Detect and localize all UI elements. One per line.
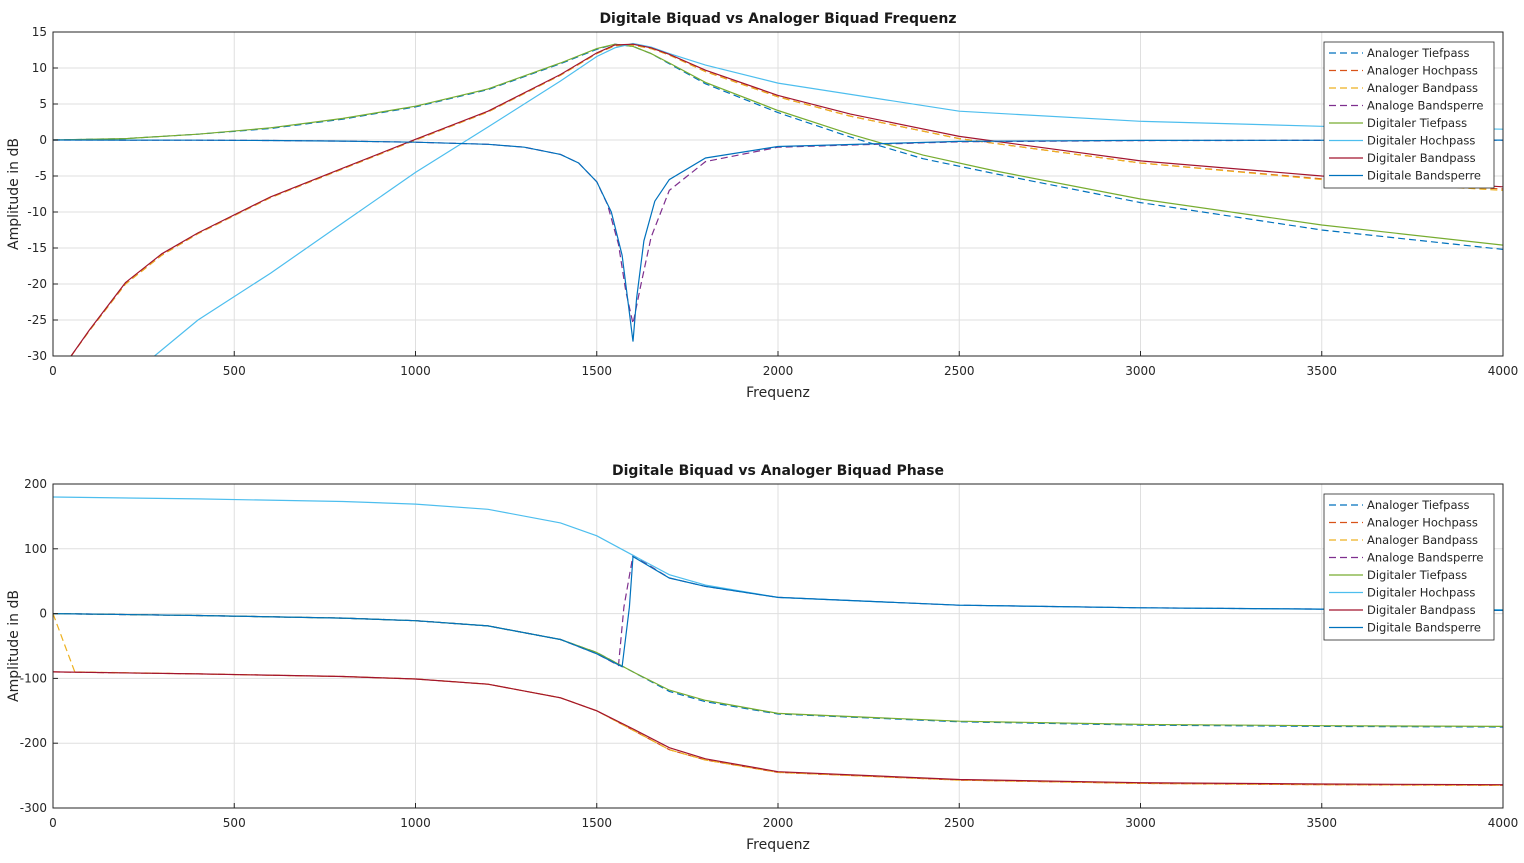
y-tick-label: -5 xyxy=(35,169,47,183)
y-tick-label: 200 xyxy=(24,477,47,491)
y-tick-label: 100 xyxy=(24,542,47,556)
x-tick-label: 0 xyxy=(49,364,57,378)
x-tick-label: 0 xyxy=(49,816,57,830)
legend-entry-label: Analoger Tiefpass xyxy=(1367,46,1470,60)
legend-entry-label: Analoger Bandpass xyxy=(1367,533,1478,547)
series-line-analoger-hochpass xyxy=(70,44,1503,356)
x-tick-label: 4000 xyxy=(1488,816,1519,830)
x-tick-label: 1000 xyxy=(400,364,431,378)
chart-title: Digitale Biquad vs Analoger Biquad Phase xyxy=(612,463,944,479)
legend-entry-label: Analoger Hochpass xyxy=(1367,64,1478,78)
y-tick-label: -20 xyxy=(27,277,47,291)
series-line-digitaler-hochpass xyxy=(154,42,1503,356)
legend: Analoger Tiefpass Analoger Hochpass Analog… xyxy=(1323,41,1495,189)
legend-entry-label: Analoge Bandsperre xyxy=(1367,551,1483,565)
series-line-digitaler-bandpass xyxy=(53,671,1503,786)
series-line-digitale-bandsperre xyxy=(53,139,1503,342)
legend-entry-label: Analoger Bandpass xyxy=(1367,81,1478,95)
legend-box xyxy=(1323,41,1495,189)
y-tick-label: -10 xyxy=(27,205,47,219)
legend-entry-label: Digitaler Hochpass xyxy=(1367,134,1475,148)
x-tick-label: 2000 xyxy=(763,816,794,830)
y-axis-label: Amplitude in dB xyxy=(6,138,22,250)
series-line-analoger-tiefpass xyxy=(53,43,1503,250)
legend-entry-label: Digitaler Bandpass xyxy=(1367,603,1476,617)
x-tick-label: 3000 xyxy=(1125,816,1156,830)
legend-entry-label: Digitale Bandsperre xyxy=(1367,621,1481,635)
x-axis-label: Frequenz xyxy=(746,385,810,401)
y-tick-label: 0 xyxy=(39,133,47,147)
legend-entry-label: Digitaler Bandpass xyxy=(1367,151,1476,165)
x-tick-label: 3500 xyxy=(1306,364,1337,378)
y-tick-label: 5 xyxy=(39,97,47,111)
legend-entry-label: Analoger Hochpass xyxy=(1367,516,1478,530)
y-tick-label: 10 xyxy=(32,61,47,75)
series-line-digitaler-bandpass xyxy=(70,43,1503,356)
legend-entry-label: Digitaler Tiefpass xyxy=(1367,568,1467,582)
y-axis-label: Amplitude in dB xyxy=(6,590,22,702)
legend-entry-label: Digitaler Hochpass xyxy=(1367,586,1475,600)
x-tick-label: 3000 xyxy=(1125,364,1156,378)
x-tick-label: 3500 xyxy=(1306,816,1337,830)
x-tick-label: 4000 xyxy=(1488,364,1519,378)
x-tick-label: 500 xyxy=(223,364,246,378)
x-axis-label: Frequenz xyxy=(746,837,810,853)
x-tick-label: 1500 xyxy=(581,364,612,378)
chart-title: Digitale Biquad vs Analoger Biquad Frequ… xyxy=(599,11,956,27)
y-tick-label: 0 xyxy=(39,607,47,621)
y-tick-label: -300 xyxy=(20,801,47,815)
y-tick-label: -200 xyxy=(20,736,47,750)
x-tick-label: 2500 xyxy=(944,364,975,378)
legend-entry-label: Digitale Bandsperre xyxy=(1367,169,1481,183)
y-tick-label: -15 xyxy=(27,241,47,255)
series-line-analoger-bandpass xyxy=(70,44,1503,356)
x-tick-label: 1500 xyxy=(581,816,612,830)
x-tick-label: 2500 xyxy=(944,816,975,830)
legend-entry-label: Digitaler Tiefpass xyxy=(1367,116,1467,130)
y-tick-label: -25 xyxy=(27,313,47,327)
y-tick-label: -100 xyxy=(20,671,47,685)
legend-entry-label: Analoger Tiefpass xyxy=(1367,498,1470,512)
legend-box xyxy=(1323,493,1495,641)
y-tick-label: 15 xyxy=(32,25,47,39)
x-tick-label: 1000 xyxy=(400,816,431,830)
y-tick-label: -30 xyxy=(27,349,47,363)
series-line-digitaler-tiefpass xyxy=(53,43,1503,246)
legend-entry-label: Analoge Bandsperre xyxy=(1367,99,1483,113)
legend: Analoger Tiefpass Analoger Hochpass Analog… xyxy=(1323,493,1495,641)
series-line-digitale-bandsperre xyxy=(53,555,1503,668)
x-tick-label: 2000 xyxy=(763,364,794,378)
phase-subplot: 0 500 1000 1500 2000 2500 3000 3500 40002001000-… xyxy=(6,463,1518,853)
x-tick-label: 500 xyxy=(223,816,246,830)
magnitude-subplot: 0 500 1000 1500 2000 2500 3000 3500 4000 15 10 5 0 -5… xyxy=(6,11,1518,401)
